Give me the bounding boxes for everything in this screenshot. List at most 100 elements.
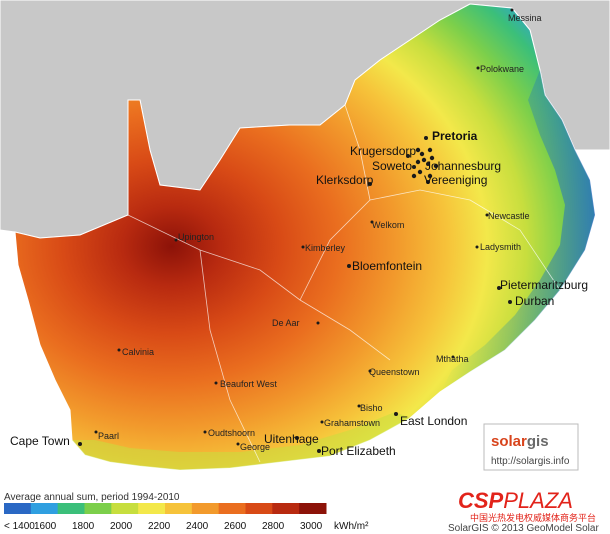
city-label-krugersdorp: Krugersdorp bbox=[350, 144, 416, 158]
city-dot-bloemfontein bbox=[347, 264, 351, 268]
city-dot-pietermaritzburg bbox=[497, 286, 501, 290]
city-label-pretoria: Pretoria bbox=[432, 129, 478, 143]
city-label-newcastle: Newcastle bbox=[488, 211, 530, 221]
legend-tick-label: 2000 bbox=[110, 521, 133, 532]
legend-swatch bbox=[191, 503, 220, 514]
city-label-welkom: Welkom bbox=[372, 220, 404, 230]
city-dot-soweto bbox=[412, 165, 416, 169]
southern-coast-band bbox=[72, 412, 410, 470]
city-dot-george bbox=[236, 442, 240, 446]
logo-brand-b: gis bbox=[527, 433, 549, 450]
logo-brand-a: solar bbox=[491, 433, 527, 450]
city-label-uitenhage: Uitenhage bbox=[264, 432, 319, 446]
city-label-durban: Durban bbox=[515, 294, 554, 308]
city-label-upington: Upington bbox=[178, 232, 214, 242]
city-dot-oudtshoorn bbox=[203, 430, 207, 434]
city-dot-beaufort-west bbox=[214, 381, 218, 385]
city-label-bloemfontein: Bloemfontein bbox=[352, 259, 422, 273]
city-dot-pretoria bbox=[424, 136, 428, 140]
city-label-ladysmith: Ladysmith bbox=[480, 242, 521, 252]
city-label-oudtshoorn: Oudtshoorn bbox=[208, 428, 255, 438]
city-dot-ladysmith bbox=[475, 245, 479, 249]
city-dot-de-aar bbox=[316, 321, 320, 325]
city-dot-newcastle bbox=[485, 213, 489, 217]
legend-tick-label: 1600 bbox=[34, 521, 57, 532]
city-dot-cape-town bbox=[78, 442, 82, 446]
city-dot-johannesburg bbox=[426, 162, 430, 166]
city-dot-vereeniging bbox=[426, 180, 430, 184]
city-label-polokwane: Polokwane bbox=[480, 64, 524, 74]
city-label-beaufort-west: Beaufort West bbox=[220, 379, 277, 389]
legend-unit: kWh/m² bbox=[334, 521, 369, 532]
legend-swatch bbox=[245, 503, 273, 514]
legend-swatch bbox=[299, 503, 327, 514]
legend-tick-label: 1800 bbox=[72, 521, 95, 532]
legend-swatch bbox=[218, 503, 246, 514]
watermark-brand: CSPPLAZA bbox=[458, 488, 573, 513]
city-label-east-london: East London bbox=[400, 414, 467, 428]
logo-url: http://solargis.info bbox=[491, 456, 570, 467]
city-label-kimberley: Kimberley bbox=[305, 243, 346, 253]
legend-tick-label: 2600 bbox=[224, 521, 247, 532]
city-dot-bisho bbox=[357, 404, 361, 408]
legend-title: Average annual sum, period 1994-2010 bbox=[4, 492, 180, 503]
city-label-cape-town: Cape Town bbox=[10, 434, 70, 448]
city-label-soweto: Soweto bbox=[372, 159, 412, 173]
city-label-paarl: Paarl bbox=[98, 431, 119, 441]
city-label-mthatha: Mthatha bbox=[436, 354, 469, 364]
city-label-george: George bbox=[240, 442, 270, 452]
urban-cluster-dot bbox=[415, 147, 421, 153]
city-dot-upington bbox=[174, 238, 178, 242]
city-label-bisho: Bisho bbox=[360, 403, 383, 413]
city-label-johannesburg: Johannesburg bbox=[425, 159, 501, 173]
urban-cluster-dot bbox=[429, 155, 435, 161]
legend-swatch bbox=[138, 503, 166, 514]
legend-tick-label: 2800 bbox=[262, 521, 285, 532]
legend-swatch bbox=[30, 503, 59, 514]
city-dot-krugersdorp bbox=[406, 154, 410, 158]
city-label-calvinia: Calvinia bbox=[122, 347, 154, 357]
urban-cluster-dot bbox=[427, 173, 433, 179]
city-labels: Messina Polokwane Pretoria KrugersdorpSowet… bbox=[10, 13, 588, 458]
city-dot-kimberley bbox=[301, 245, 305, 249]
city-dot-paarl bbox=[94, 430, 98, 434]
watermark-subtitle: 中国光热发电权威媒体商务平台 bbox=[470, 512, 596, 523]
legend-ticks: < 1400 1600 1800 2000 2200 2400 2600 2800 3000 bbox=[4, 521, 323, 532]
city-label-port-elizabeth: Port Elizabeth bbox=[321, 444, 396, 458]
legend-swatch bbox=[165, 503, 193, 514]
legend-tick-label: 2200 bbox=[148, 521, 171, 532]
legend-tick-label: < 1400 bbox=[4, 521, 35, 532]
city-dot-messina bbox=[510, 8, 514, 12]
city-dot-polokwane bbox=[476, 66, 480, 70]
city-dot-grahamstown bbox=[320, 420, 324, 424]
eastern-coast-band bbox=[440, 70, 595, 392]
copyright: SolarGIS © 2013 GeoModel Solar bbox=[448, 523, 599, 534]
watermark-brand-b: PLAZA bbox=[503, 488, 573, 513]
city-dot-east-london bbox=[394, 412, 398, 416]
legend-tick-label: 2400 bbox=[186, 521, 209, 532]
city-label-grahamstown: Grahamstown bbox=[324, 418, 380, 428]
urban-cluster-dot bbox=[433, 163, 439, 169]
city-dot-welkom bbox=[370, 220, 374, 224]
city-dot-calvinia bbox=[117, 348, 121, 352]
legend-swatch bbox=[57, 503, 85, 514]
urban-cluster-dot bbox=[415, 159, 421, 165]
legend-swatch bbox=[272, 503, 300, 514]
city-label-messina: Messina bbox=[508, 13, 542, 23]
city-dot-durban bbox=[508, 300, 512, 304]
urban-cluster-dot bbox=[417, 169, 423, 175]
solargis-logo: solargis http://solargis.info bbox=[483, 423, 579, 471]
city-label-vereeniging: Vereeniging bbox=[424, 173, 487, 187]
city-label-de-aar: De Aar bbox=[272, 318, 300, 328]
legend-swatch bbox=[4, 503, 32, 514]
city-dot-mthatha bbox=[451, 355, 455, 359]
city-label-queenstown: Queenstown bbox=[369, 367, 420, 377]
city-dot-uitenhage bbox=[295, 436, 299, 440]
urban-cluster-dot bbox=[427, 147, 433, 153]
province-borders bbox=[127, 104, 561, 463]
city-dot-queenstown bbox=[368, 369, 372, 373]
watermark-brand-a: CSP bbox=[458, 488, 504, 513]
city-dot-klerksdorp bbox=[368, 182, 372, 186]
urban-cluster-dot bbox=[421, 157, 427, 163]
